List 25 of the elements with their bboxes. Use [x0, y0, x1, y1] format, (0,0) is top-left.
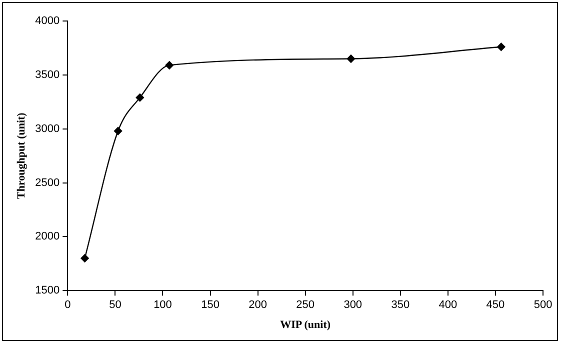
point	[497, 42, 506, 51]
point	[346, 54, 356, 63]
point	[114, 126, 122, 136]
point	[165, 61, 174, 70]
x-axis-title: WIP (unit)	[280, 319, 331, 332]
x-tick-label: 0	[64, 299, 71, 312]
y-tick-label: 3000	[35, 122, 60, 135]
x-tick-label: 100	[154, 299, 172, 312]
y-tick-label: 2500	[35, 176, 60, 189]
y-axis-title: Throughput (unit)	[15, 112, 28, 199]
x-tick-label: 300	[344, 299, 362, 312]
x-tick-label: 50	[109, 299, 122, 312]
y-tick-label: 2000	[35, 230, 60, 243]
x-tick-label: 250	[296, 299, 315, 312]
y-tick-label: 3500	[35, 68, 60, 81]
point	[80, 254, 89, 262]
point	[136, 93, 144, 102]
x-tick-label: 450	[486, 299, 505, 312]
x-tick-label: 200	[248, 299, 267, 312]
x-tick-label: 400	[438, 299, 458, 312]
x-tick-label: 150	[201, 299, 220, 312]
y-tick-label: 4000	[35, 15, 60, 28]
x-tick-label: 500	[534, 299, 552, 312]
y-tick-label: 1500	[35, 284, 60, 297]
x-tick-label: 350	[391, 299, 410, 312]
